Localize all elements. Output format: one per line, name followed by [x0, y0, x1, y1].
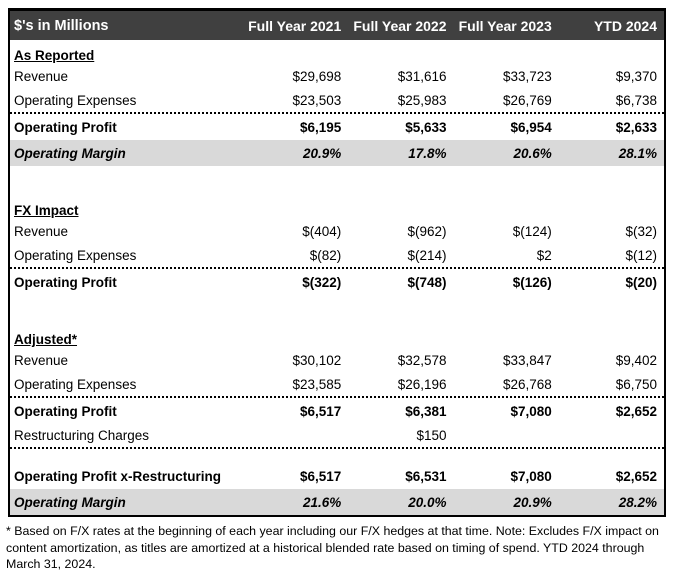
cell-fy2023: $33,723 [502, 69, 552, 84]
cell-ytd2024: 28.2% [618, 494, 657, 510]
section-title: As Reported [14, 48, 95, 63]
row-label: Operating Expenses [14, 377, 137, 392]
cell-fy2022: $(962) [407, 224, 447, 239]
table-row-revenue: Revenue $(404) $(962) $(124) $(32) [10, 219, 664, 244]
table-row-operating-margin: Operating Margin 21.6% 20.0% 20.9% 28.2% [10, 489, 664, 515]
cell-fy2022: $(748) [407, 274, 447, 290]
cell-fy2022: $26,196 [397, 377, 447, 392]
row-label: Revenue [14, 224, 69, 239]
cell-fy2022: $31,616 [397, 69, 447, 84]
section-header-as-reported: As Reported [10, 40, 664, 64]
cell-ytd2024: $(20) [625, 274, 657, 290]
table-row-revenue: Revenue $30,102 $32,578 $33,847 $9,402 [10, 348, 664, 373]
section-title: FX Impact [14, 203, 79, 218]
cell-fy2022: $6,381 [405, 403, 447, 419]
cell-fy2023: $6,954 [510, 119, 552, 135]
table-title: $'s in Millions [14, 17, 109, 34]
row-label: Operating Profit [14, 403, 117, 419]
table-header-row: $'s in Millions Full Year 2021 Full Year… [10, 11, 664, 40]
row-label: Operating Profit [14, 119, 117, 135]
cell-fy2021: $(82) [309, 248, 342, 263]
cell-ytd2024: $2,652 [615, 403, 657, 419]
cell-ytd2024: $2,633 [615, 119, 657, 135]
cell-fy2021: $29,698 [292, 69, 342, 84]
cell-fy2022: 20.0% [408, 494, 447, 510]
section-title: Adjusted* [14, 332, 78, 347]
cell-fy2023: 20.9% [513, 494, 552, 510]
financial-table: $'s in Millions Full Year 2021 Full Year… [8, 8, 666, 517]
row-label: Operating Margin [14, 494, 126, 510]
cell-fy2021: $23,585 [292, 377, 342, 392]
cell-fy2022: $150 [416, 428, 447, 443]
column-header-fy2021: Full Year 2021 [248, 17, 342, 34]
row-label: Operating Margin [14, 145, 126, 161]
footnote: * Based on F/X rates at the beginning of… [6, 524, 659, 571]
cell-ytd2024: $6,738 [615, 93, 657, 108]
cell-fy2022: $5,633 [405, 119, 447, 135]
cell-fy2023: $26,769 [502, 93, 552, 108]
cell-ytd2024: 28.1% [618, 145, 657, 161]
column-header-fy2022: Full Year 2022 [353, 17, 447, 34]
cell-ytd2024: $(12) [625, 248, 657, 263]
table-row-revenue: Revenue $29,698 $31,616 $33,723 $9,370 [10, 64, 664, 89]
table-row-operating-expenses: Operating Expenses $23,585 $26,196 $26,7… [10, 373, 664, 398]
table-row-operating-expenses: Operating Expenses $(82) $(214) $2 $(12) [10, 244, 664, 269]
cell-fy2021: $30,102 [292, 353, 342, 368]
cell-fy2023: $33,847 [502, 353, 552, 368]
table-row-operating-expenses: Operating Expenses $23,503 $25,983 $26,7… [10, 89, 664, 114]
section-header-fx-impact: FX Impact [10, 195, 664, 219]
cell-fy2021: $6,517 [299, 403, 342, 419]
row-label: Operating Profit [14, 274, 117, 290]
cell-fy2023: $(126) [512, 274, 552, 290]
cell-fy2023: 20.6% [513, 145, 552, 161]
cell-ytd2024: $9,402 [615, 353, 657, 368]
cell-fy2021: $(404) [302, 224, 342, 239]
cell-fy2021: $6,195 [299, 119, 342, 135]
column-header-ytd2024: YTD 2024 [593, 17, 657, 34]
table-row-operating-profit: Operating Profit $6,195 $5,633 $6,954 $2… [10, 114, 664, 140]
cell-fy2021: $23,503 [292, 93, 342, 108]
cell-ytd2024: $(32) [625, 224, 657, 239]
cell-fy2023: $26,768 [502, 377, 552, 392]
cell-fy2023: $2 [536, 248, 552, 263]
cell-fy2021: $6,517 [299, 468, 342, 484]
cell-fy2021: 21.6% [302, 494, 342, 510]
cell-fy2023: $7,080 [510, 403, 552, 419]
cell-ytd2024: $2,652 [615, 468, 657, 484]
cell-fy2023: $(124) [512, 224, 552, 239]
spacer-row [10, 449, 664, 463]
cell-fy2021: 20.9% [302, 145, 342, 161]
cell-fy2021: $(322) [302, 274, 342, 290]
section-header-adjusted: Adjusted* [10, 324, 664, 348]
row-label: Revenue [14, 69, 69, 84]
cell-ytd2024: $9,370 [615, 69, 657, 84]
table-row-operating-profit: Operating Profit $6,517 $6,381 $7,080 $2… [10, 398, 664, 424]
cell-fy2022: $6,531 [405, 468, 447, 484]
spacer-row [10, 166, 664, 195]
spacer-row [10, 295, 664, 324]
row-label: Operating Expenses [14, 248, 137, 263]
row-label: Operating Expenses [14, 93, 137, 108]
table-row-operating-profit-x-restructuring: Operating Profit x-Restructuring $6,517 … [10, 463, 664, 489]
cell-fy2022: $(214) [407, 248, 447, 263]
cell-fy2023: $7,080 [510, 468, 552, 484]
cell-fy2022: 17.8% [408, 145, 447, 161]
cell-fy2022: $32,578 [397, 353, 447, 368]
column-header-fy2023: Full Year 2023 [458, 17, 552, 34]
cell-ytd2024: $6,750 [615, 377, 657, 392]
table-row-operating-profit: Operating Profit $(322) $(748) $(126) $(… [10, 269, 664, 295]
row-label: Operating Profit x-Restructuring [14, 468, 222, 484]
row-label: Restructuring Charges [14, 428, 150, 443]
cell-fy2022: $25,983 [397, 93, 447, 108]
table-row-restructuring-charges: Restructuring Charges $150 [10, 424, 664, 449]
table-row-operating-margin: Operating Margin 20.9% 17.8% 20.6% 28.1% [10, 140, 664, 166]
row-label: Revenue [14, 353, 69, 368]
